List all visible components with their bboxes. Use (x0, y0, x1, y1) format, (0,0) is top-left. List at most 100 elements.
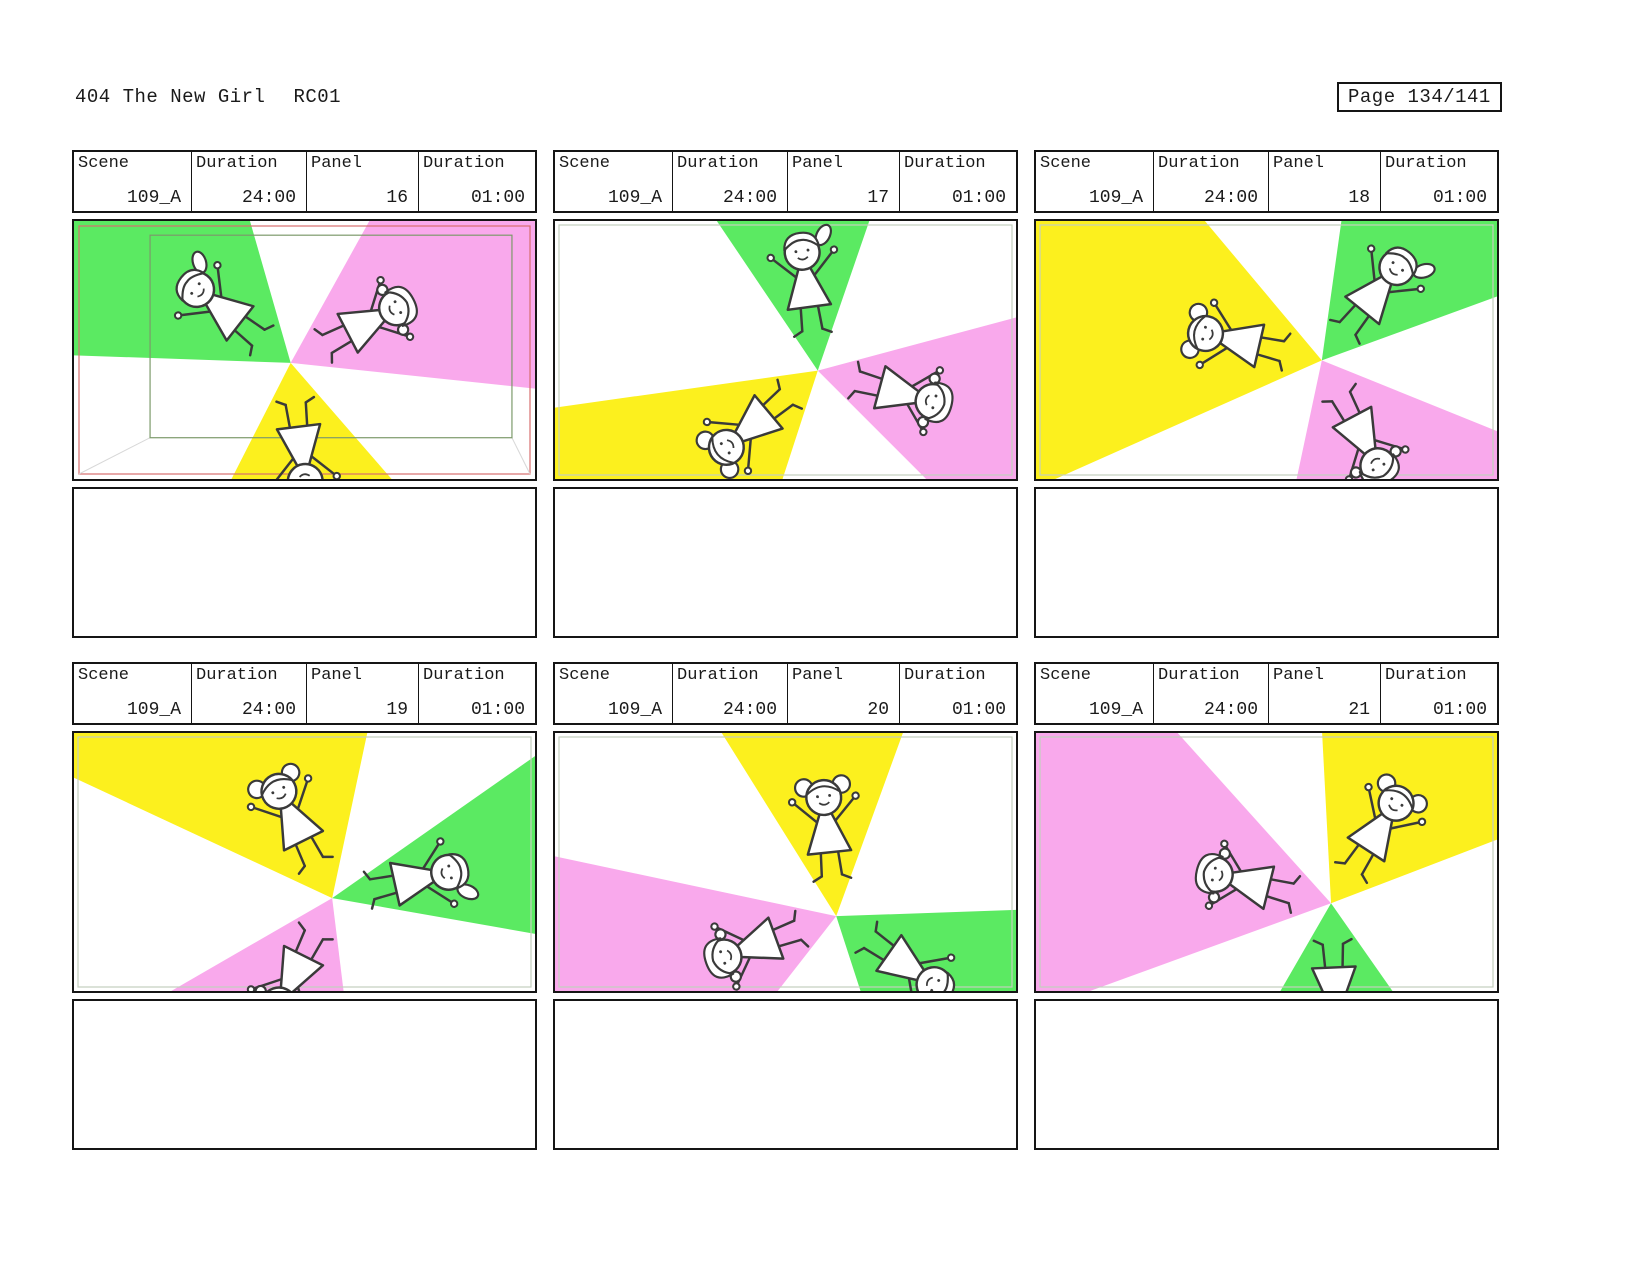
perspective-line-right (511, 437, 531, 475)
panel-label: Panel (1273, 666, 1325, 685)
wedge-yellow (1036, 221, 1322, 479)
panel-label: Panel (311, 154, 363, 173)
panel-artwork (553, 219, 1018, 481)
duration-label: Duration (196, 154, 278, 173)
duration-label: Duration (196, 666, 278, 685)
panel-notes-box (1034, 999, 1499, 1150)
storyboard-panel-17: Scene 109_A Duration 24:00 Panel 17 Dura… (553, 150, 1018, 638)
duration-label: Duration (1385, 666, 1467, 685)
panel-duration-value: 01:00 (951, 700, 1006, 720)
panel-duration-cell: Duration 01:00 (1380, 152, 1497, 211)
pinwheel-artwork (555, 221, 1016, 479)
field-frame (558, 224, 1013, 476)
panel-header-table: Scene 109_A Duration 24:00 Panel 19 Dura… (72, 662, 537, 725)
panel-duration-value: 01:00 (951, 188, 1006, 208)
panel-label: Panel (311, 666, 363, 685)
panel-header-table: Scene 109_A Duration 24:00 Panel 21 Dura… (1034, 662, 1499, 725)
show-title: 404 The New Girl (75, 86, 266, 108)
panel-header-table: Scene 109_A Duration 24:00 Panel 16 Dura… (72, 150, 537, 213)
panel-number-value: 20 (867, 700, 889, 720)
wedge-green (332, 756, 535, 934)
panel-number-value: 18 (1348, 188, 1370, 208)
scene-value: 109_A (607, 700, 662, 720)
perspective-line-left (78, 437, 151, 475)
panel-number-cell: Panel 20 (787, 664, 899, 723)
panel-duration-cell: Duration 01:00 (418, 152, 535, 211)
panel-number-value: 21 (1348, 700, 1370, 720)
duration-label: Duration (904, 154, 986, 173)
scene-duration-cell: Duration 24:00 (672, 664, 787, 723)
page-title: 404 The New Girl RC01 (75, 86, 341, 108)
wedge-pink (1036, 733, 1332, 991)
panel-notes-box (72, 999, 537, 1150)
scene-cell: Scene 109_A (1036, 152, 1153, 211)
panel-label: Panel (792, 666, 844, 685)
panel-duration-value: 01:00 (470, 188, 525, 208)
duration-label: Duration (1385, 154, 1467, 173)
wedge-green (1280, 903, 1393, 991)
scene-label: Scene (78, 154, 130, 173)
scene-label: Scene (1040, 666, 1092, 685)
scene-duration-cell: Duration 24:00 (191, 664, 306, 723)
scene-cell: Scene 109_A (74, 664, 191, 723)
scene-value: 109_A (126, 700, 181, 720)
wedge-pink (1296, 360, 1497, 479)
panel-notes-box (1034, 487, 1499, 638)
storyboard-panel-19: Scene 109_A Duration 24:00 Panel 19 Dura… (72, 662, 537, 1150)
scene-duration-value: 24:00 (241, 188, 296, 208)
scene-value: 109_A (1088, 188, 1143, 208)
duration-label: Duration (677, 154, 759, 173)
scene-cell: Scene 109_A (555, 152, 672, 211)
storyboard-panel-21: Scene 109_A Duration 24:00 Panel 21 Dura… (1034, 662, 1499, 1150)
panel-duration-cell: Duration 01:00 (1380, 664, 1497, 723)
pinwheel-artwork (74, 733, 535, 991)
storyboard-grid: Scene 109_A Duration 24:00 Panel 16 Dura… (72, 150, 1499, 1150)
duration-label: Duration (677, 666, 759, 685)
panel-number-cell: Panel 21 (1268, 664, 1380, 723)
scene-duration-cell: Duration 24:00 (672, 152, 787, 211)
wedge-pink (171, 898, 344, 991)
panel-header-table: Scene 109_A Duration 24:00 Panel 18 Dura… (1034, 150, 1499, 213)
panel-number-cell: Panel 17 (787, 152, 899, 211)
pinwheel-artwork (1036, 221, 1497, 479)
storyboard-panel-20: Scene 109_A Duration 24:00 Panel 20 Dura… (553, 662, 1018, 1150)
panel-header-table: Scene 109_A Duration 24:00 Panel 20 Dura… (553, 662, 1018, 725)
panel-notes-box (553, 999, 1018, 1150)
panel-duration-value: 01:00 (470, 700, 525, 720)
panel-number-value: 17 (867, 188, 889, 208)
revision-label: RC01 (293, 86, 342, 108)
panel-label: Panel (1273, 154, 1325, 173)
panel-artwork (72, 731, 537, 993)
wedge-yellow (231, 362, 392, 479)
pinwheel-artwork (555, 733, 1016, 991)
pinwheel-artwork (1036, 733, 1497, 991)
scene-duration-cell: Duration 24:00 (1153, 664, 1268, 723)
scene-label: Scene (559, 666, 611, 685)
panel-notes-box (72, 487, 537, 638)
panel-duration-value: 01:00 (1432, 188, 1487, 208)
panel-number-cell: Panel 18 (1268, 152, 1380, 211)
panel-artwork (1034, 219, 1499, 481)
duration-label: Duration (1158, 666, 1240, 685)
panel-artwork (553, 731, 1018, 993)
panel-duration-cell: Duration 01:00 (418, 664, 535, 723)
duration-label: Duration (1158, 154, 1240, 173)
scene-cell: Scene 109_A (555, 664, 672, 723)
pinwheel-artwork (74, 221, 535, 479)
scene-duration-value: 24:00 (722, 700, 777, 720)
duration-label: Duration (904, 666, 986, 685)
wedge-yellow (721, 733, 903, 917)
panel-number-cell: Panel 19 (306, 664, 418, 723)
scene-label: Scene (1040, 154, 1092, 173)
panel-label: Panel (792, 154, 844, 173)
panel-artwork (1034, 731, 1499, 993)
panel-notes-box (553, 487, 1018, 638)
scene-duration-value: 24:00 (722, 188, 777, 208)
panel-header-table: Scene 109_A Duration 24:00 Panel 17 Dura… (553, 150, 1018, 213)
scene-value: 109_A (1088, 700, 1143, 720)
panel-artwork (72, 219, 537, 481)
field-frame (77, 736, 532, 988)
panel-number-value: 19 (386, 700, 408, 720)
page-number-box: Page 134/141 (1337, 82, 1502, 112)
scene-label: Scene (78, 666, 130, 685)
